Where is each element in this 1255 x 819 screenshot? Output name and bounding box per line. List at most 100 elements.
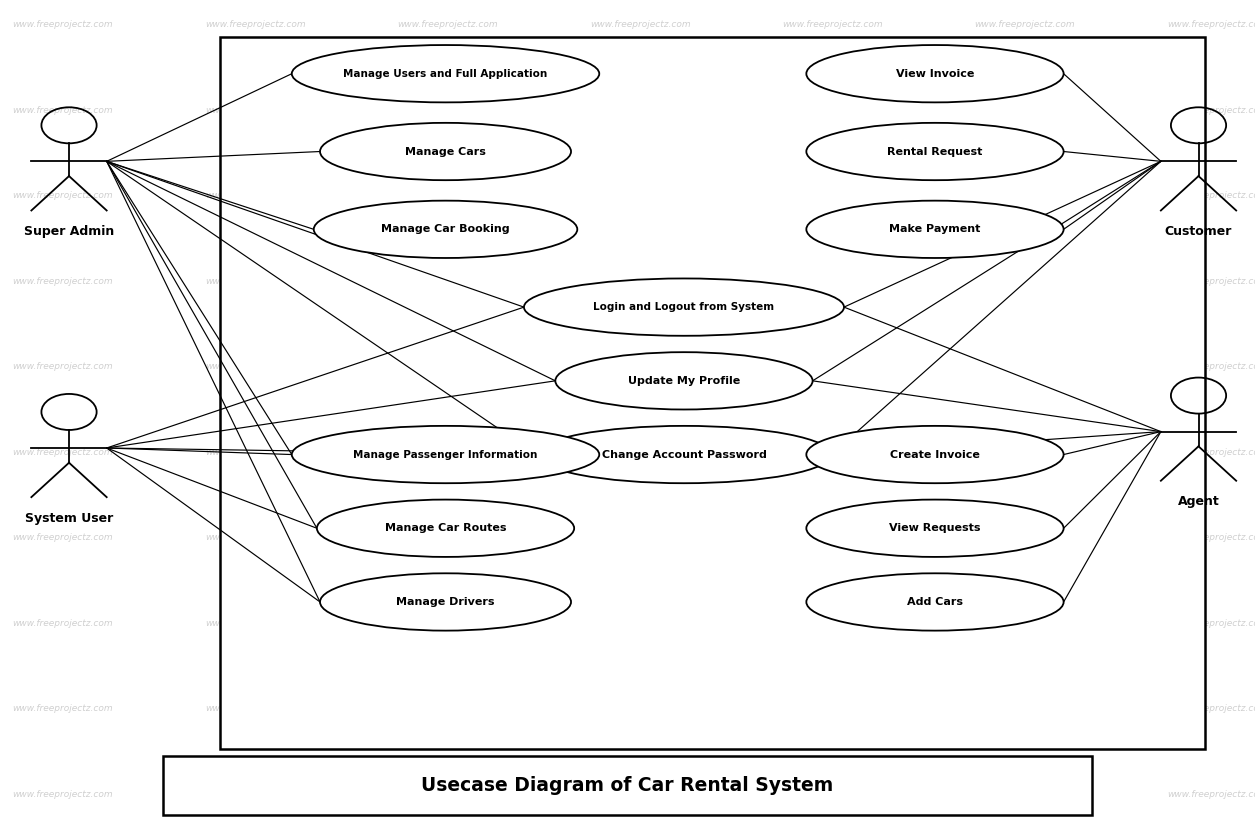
- Text: www.freeprojectz.com: www.freeprojectz.com: [398, 448, 498, 457]
- Text: www.freeprojectz.com: www.freeprojectz.com: [398, 277, 498, 286]
- Text: www.freeprojectz.com: www.freeprojectz.com: [13, 619, 113, 628]
- Text: Super Admin: Super Admin: [24, 225, 114, 238]
- Text: www.freeprojectz.com: www.freeprojectz.com: [1167, 448, 1255, 457]
- Text: www.freeprojectz.com: www.freeprojectz.com: [782, 20, 882, 29]
- Text: www.freeprojectz.com: www.freeprojectz.com: [398, 790, 498, 799]
- Text: www.freeprojectz.com: www.freeprojectz.com: [975, 704, 1076, 713]
- Text: www.freeprojectz.com: www.freeprojectz.com: [205, 448, 305, 457]
- Text: www.freeprojectz.com: www.freeprojectz.com: [1167, 277, 1255, 286]
- Text: www.freeprojectz.com: www.freeprojectz.com: [205, 533, 305, 542]
- Ellipse shape: [525, 278, 845, 336]
- Ellipse shape: [537, 426, 831, 483]
- Text: www.freeprojectz.com: www.freeprojectz.com: [782, 277, 882, 286]
- Text: www.freeprojectz.com: www.freeprojectz.com: [1167, 20, 1255, 29]
- Ellipse shape: [291, 426, 600, 483]
- Text: www.freeprojectz.com: www.freeprojectz.com: [782, 619, 882, 628]
- Ellipse shape: [314, 201, 577, 258]
- Text: www.freeprojectz.com: www.freeprojectz.com: [205, 362, 305, 371]
- Text: Add Cars: Add Cars: [907, 597, 963, 607]
- Text: System User: System User: [25, 512, 113, 525]
- Text: www.freeprojectz.com: www.freeprojectz.com: [1167, 619, 1255, 628]
- Text: www.freeprojectz.com: www.freeprojectz.com: [782, 191, 882, 200]
- Text: www.freeprojectz.com: www.freeprojectz.com: [590, 20, 690, 29]
- Text: www.freeprojectz.com: www.freeprojectz.com: [590, 277, 690, 286]
- Text: www.freeprojectz.com: www.freeprojectz.com: [13, 20, 113, 29]
- Text: www.freeprojectz.com: www.freeprojectz.com: [398, 191, 498, 200]
- Text: www.freeprojectz.com: www.freeprojectz.com: [975, 362, 1076, 371]
- Ellipse shape: [807, 500, 1064, 557]
- Text: www.freeprojectz.com: www.freeprojectz.com: [205, 191, 305, 200]
- Text: www.freeprojectz.com: www.freeprojectz.com: [975, 277, 1076, 286]
- Text: www.freeprojectz.com: www.freeprojectz.com: [13, 704, 113, 713]
- Text: Manage Users and Full Application: Manage Users and Full Application: [344, 69, 547, 79]
- Text: www.freeprojectz.com: www.freeprojectz.com: [782, 106, 882, 115]
- Text: www.freeprojectz.com: www.freeprojectz.com: [590, 619, 690, 628]
- Text: www.freeprojectz.com: www.freeprojectz.com: [782, 362, 882, 371]
- Text: View Requests: View Requests: [890, 523, 980, 533]
- Text: www.freeprojectz.com: www.freeprojectz.com: [13, 448, 113, 457]
- Text: Agent: Agent: [1177, 495, 1220, 509]
- Text: Customer: Customer: [1165, 225, 1232, 238]
- Text: www.freeprojectz.com: www.freeprojectz.com: [975, 106, 1076, 115]
- Ellipse shape: [556, 352, 813, 410]
- Ellipse shape: [291, 45, 600, 102]
- Ellipse shape: [320, 573, 571, 631]
- Text: www.freeprojectz.com: www.freeprojectz.com: [205, 619, 305, 628]
- Text: Manage Drivers: Manage Drivers: [397, 597, 494, 607]
- Text: www.freeprojectz.com: www.freeprojectz.com: [782, 448, 882, 457]
- Text: View Invoice: View Invoice: [896, 69, 974, 79]
- Text: www.freeprojectz.com: www.freeprojectz.com: [1167, 106, 1255, 115]
- Text: www.freeprojectz.com: www.freeprojectz.com: [590, 362, 690, 371]
- Text: www.freeprojectz.com: www.freeprojectz.com: [205, 277, 305, 286]
- Ellipse shape: [807, 426, 1064, 483]
- Text: www.freeprojectz.com: www.freeprojectz.com: [398, 619, 498, 628]
- Text: Manage Passenger Information: Manage Passenger Information: [354, 450, 537, 459]
- Text: www.freeprojectz.com: www.freeprojectz.com: [975, 533, 1076, 542]
- Text: www.freeprojectz.com: www.freeprojectz.com: [1167, 533, 1255, 542]
- Text: www.freeprojectz.com: www.freeprojectz.com: [205, 790, 305, 799]
- Text: Create Invoice: Create Invoice: [890, 450, 980, 459]
- Text: Usecase Diagram of Car Rental System: Usecase Diagram of Car Rental System: [422, 776, 833, 795]
- Text: www.freeprojectz.com: www.freeprojectz.com: [1167, 191, 1255, 200]
- Text: www.freeprojectz.com: www.freeprojectz.com: [13, 533, 113, 542]
- Text: www.freeprojectz.com: www.freeprojectz.com: [590, 533, 690, 542]
- Text: www.freeprojectz.com: www.freeprojectz.com: [205, 106, 305, 115]
- Text: www.freeprojectz.com: www.freeprojectz.com: [398, 533, 498, 542]
- Text: Rental Request: Rental Request: [887, 147, 983, 156]
- Text: www.freeprojectz.com: www.freeprojectz.com: [975, 448, 1076, 457]
- Text: www.freeprojectz.com: www.freeprojectz.com: [975, 20, 1076, 29]
- Text: www.freeprojectz.com: www.freeprojectz.com: [13, 790, 113, 799]
- Text: www.freeprojectz.com: www.freeprojectz.com: [205, 20, 305, 29]
- Text: www.freeprojectz.com: www.freeprojectz.com: [1167, 362, 1255, 371]
- Text: www.freeprojectz.com: www.freeprojectz.com: [205, 704, 305, 713]
- Text: www.freeprojectz.com: www.freeprojectz.com: [1167, 790, 1255, 799]
- Text: www.freeprojectz.com: www.freeprojectz.com: [13, 106, 113, 115]
- Text: www.freeprojectz.com: www.freeprojectz.com: [1167, 704, 1255, 713]
- Text: Manage Cars: Manage Cars: [405, 147, 486, 156]
- Bar: [220, 37, 1205, 749]
- Text: www.freeprojectz.com: www.freeprojectz.com: [590, 790, 690, 799]
- Text: Manage Car Routes: Manage Car Routes: [385, 523, 506, 533]
- Text: www.freeprojectz.com: www.freeprojectz.com: [975, 790, 1076, 799]
- Text: www.freeprojectz.com: www.freeprojectz.com: [975, 619, 1076, 628]
- Text: Manage Car Booking: Manage Car Booking: [382, 224, 510, 234]
- Text: www.freeprojectz.com: www.freeprojectz.com: [590, 106, 690, 115]
- Text: www.freeprojectz.com: www.freeprojectz.com: [782, 704, 882, 713]
- Bar: [163, 756, 1092, 815]
- Text: www.freeprojectz.com: www.freeprojectz.com: [13, 277, 113, 286]
- Text: www.freeprojectz.com: www.freeprojectz.com: [975, 191, 1076, 200]
- Ellipse shape: [316, 500, 574, 557]
- Ellipse shape: [807, 201, 1064, 258]
- Ellipse shape: [807, 45, 1064, 102]
- Text: www.freeprojectz.com: www.freeprojectz.com: [398, 362, 498, 371]
- Text: Make Payment: Make Payment: [890, 224, 980, 234]
- Ellipse shape: [320, 123, 571, 180]
- Text: Change Account Password: Change Account Password: [601, 450, 767, 459]
- Ellipse shape: [807, 573, 1064, 631]
- Text: www.freeprojectz.com: www.freeprojectz.com: [398, 20, 498, 29]
- Text: www.freeprojectz.com: www.freeprojectz.com: [590, 448, 690, 457]
- Text: www.freeprojectz.com: www.freeprojectz.com: [13, 191, 113, 200]
- Text: www.freeprojectz.com: www.freeprojectz.com: [782, 533, 882, 542]
- Text: www.freeprojectz.com: www.freeprojectz.com: [398, 704, 498, 713]
- Text: www.freeprojectz.com: www.freeprojectz.com: [590, 191, 690, 200]
